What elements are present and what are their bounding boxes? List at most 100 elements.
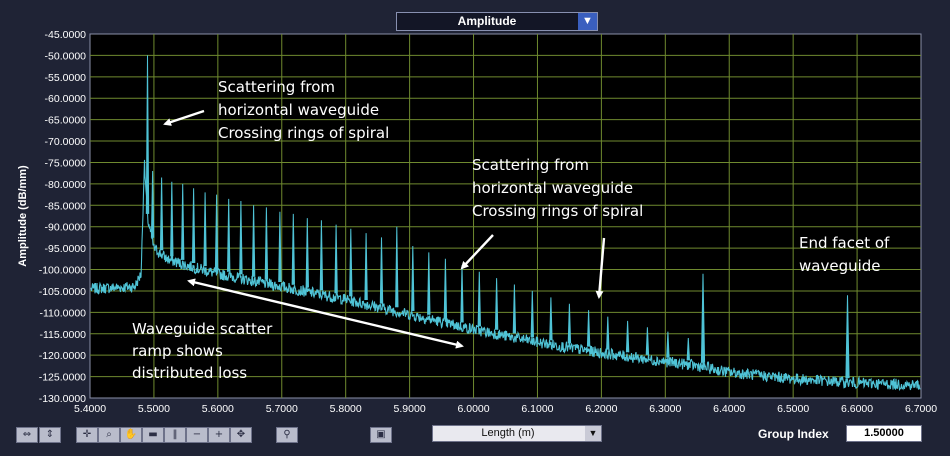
trace-peak <box>278 211 282 283</box>
annotation-text: End facet of <box>799 234 890 252</box>
trace-peak <box>700 273 706 363</box>
annotation-text: Waveguide scatter <box>132 320 273 338</box>
annotation-text: horizontal waveguide <box>218 101 379 119</box>
trace-peak <box>214 194 219 270</box>
trace-peak <box>191 188 196 264</box>
annotation-text: Crossing rings of spiral <box>218 124 389 142</box>
trace-peak <box>227 198 231 272</box>
annotation-2: Scattering from horizontal waveguide Cross… <box>472 156 643 220</box>
zoom-fit-x-icon[interactable]: ⇔ <box>16 427 38 443</box>
annotation-text: distributed loss <box>132 364 247 382</box>
zoom-icon[interactable]: ⌕ <box>98 427 120 443</box>
cursor-lines-icon[interactable]: ‖ <box>164 427 186 443</box>
annotation-text: Crossing rings of spiral <box>472 202 643 220</box>
x-tick-label: 5.4000 <box>74 403 106 415</box>
trace-peak <box>170 181 174 257</box>
x-tick-label: 6.0000 <box>457 403 489 415</box>
marker-icon[interactable]: ▬ <box>142 427 164 443</box>
trace-peak <box>625 320 630 353</box>
annotation-arrow <box>460 234 494 270</box>
annotation-arrow <box>163 109 205 126</box>
add-marker-icon[interactable]: + <box>208 427 230 443</box>
x-tick-label: 5.7000 <box>266 403 298 415</box>
x-tick-label: 6.6000 <box>841 403 873 415</box>
y-tick-label: -60.0000 <box>45 93 87 105</box>
y-tick-label: -45.0000 <box>45 29 87 41</box>
annotation-1: Scattering from horizontal waveguide Cross… <box>218 78 389 142</box>
crosshair-icon[interactable]: ✛ <box>76 427 98 443</box>
mode-select-value: Amplitude <box>457 14 517 28</box>
hand-pan-icon[interactable]: ✋ <box>120 427 142 443</box>
y-tick-label: -75.0000 <box>45 157 87 169</box>
x-tick-label: 6.7000 <box>905 403 937 415</box>
annotation-text: Scattering from <box>218 78 335 96</box>
delete-cursor-icon[interactable]: − <box>186 427 208 443</box>
y-tick-label: -105.0000 <box>39 286 86 298</box>
group-index-input[interactable]: 1.50000 <box>846 425 922 442</box>
trace-peak <box>512 284 517 334</box>
y-tick-label: -90.0000 <box>45 222 87 234</box>
annotation-4: End facet of waveguide <box>799 234 890 275</box>
chevron-down-icon[interactable]: ▼ <box>578 13 597 30</box>
x-tick-label: 6.2000 <box>585 403 617 415</box>
y-tick-label: -55.0000 <box>45 72 87 84</box>
x-tick-label: 6.1000 <box>521 403 553 415</box>
trace-peak <box>159 177 164 251</box>
x-tick-label: 6.3000 <box>649 403 681 415</box>
y-tick-label: -85.0000 <box>45 200 87 212</box>
trace-peak <box>567 303 572 344</box>
autoscale-icon[interactable]: ⚲ <box>276 427 298 443</box>
annotation-arrow <box>595 237 606 299</box>
x-unit-value: Length (m) <box>481 427 535 439</box>
trace-peak <box>305 218 309 288</box>
trace-baseline <box>90 159 921 392</box>
trace-peak <box>264 207 269 280</box>
y-tick-label: -100.0000 <box>39 265 86 277</box>
x-tick-label: 6.5000 <box>777 403 809 415</box>
trace-peak <box>666 331 670 358</box>
trace-peak <box>251 205 256 277</box>
group-index-label: Group Index <box>758 427 829 441</box>
trace-peak <box>239 200 243 275</box>
x-unit-select[interactable]: Length (m) ▼ <box>432 425 602 442</box>
trace-peak <box>845 295 850 379</box>
save-icon[interactable]: ▣ <box>370 427 392 443</box>
y-tick-label: -130.0000 <box>39 393 86 405</box>
x-tick-label: 6.4000 <box>713 403 745 415</box>
trace-peak <box>494 278 499 330</box>
x-tick-label: 5.8000 <box>330 403 362 415</box>
trace-peak <box>549 297 553 341</box>
y-tick-label: -110.0000 <box>39 307 86 319</box>
y-axis-label: Amplitude (dB/mm) <box>17 165 29 267</box>
x-tick-label: 5.5000 <box>138 403 170 415</box>
amplitude-mode-select[interactable]: Amplitude ▼ <box>396 12 598 31</box>
y-tick-label: -95.0000 <box>45 243 87 255</box>
trace-peak <box>530 290 534 338</box>
annotation-text: horizontal waveguide <box>472 179 633 197</box>
x-tick-label: 5.6000 <box>202 403 234 415</box>
trace-peak <box>181 183 185 260</box>
trace-peak <box>145 55 150 214</box>
trace-peak <box>319 220 324 291</box>
y-tick-label: -50.0000 <box>45 50 87 62</box>
zoom-fit-y-icon[interactable]: ⇕ <box>39 427 61 443</box>
move-icon[interactable]: ✥ <box>230 427 252 443</box>
annotation-text: Scattering from <box>472 156 589 174</box>
chevron-down-icon[interactable]: ▼ <box>585 426 601 441</box>
y-tick-label: -80.0000 <box>45 179 87 191</box>
trace-peak <box>477 271 481 327</box>
trace-peak <box>203 192 207 267</box>
trace-peak <box>606 316 610 350</box>
trace-peak <box>686 337 690 361</box>
annotation-text: waveguide <box>799 257 881 275</box>
trace-peak <box>334 224 338 294</box>
y-tick-label: -70.0000 <box>45 136 87 148</box>
x-tick-label: 5.9000 <box>394 403 426 415</box>
trace-peak <box>586 310 591 347</box>
y-tick-label: -115.0000 <box>39 329 86 341</box>
y-tick-label: -125.0000 <box>39 372 86 384</box>
trace-peak <box>291 213 295 285</box>
annotation-text: ramp shows <box>132 342 223 360</box>
